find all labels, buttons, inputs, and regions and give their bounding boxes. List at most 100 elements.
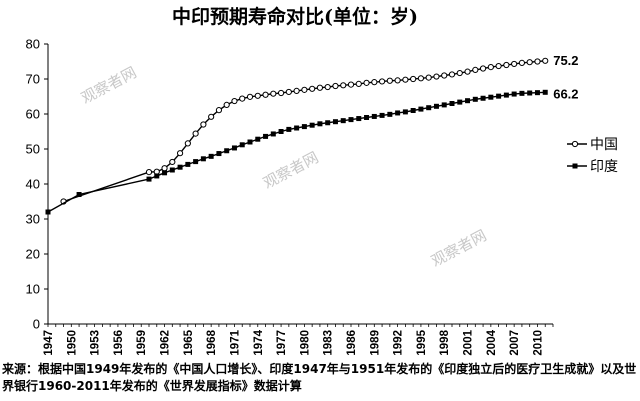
- x-tick-label: 1962: [160, 330, 172, 356]
- data-point: [402, 109, 408, 115]
- data-point: [169, 167, 175, 173]
- data-point: [254, 92, 261, 99]
- data-point: [395, 110, 401, 116]
- data-point: [317, 121, 323, 127]
- data-point: [519, 90, 525, 96]
- data-point: [324, 83, 331, 91]
- x-tick-label: 1989: [369, 330, 381, 356]
- y-tick-label: 70: [26, 72, 40, 87]
- series-layer: 75.2 66.2: [45, 53, 579, 215]
- x-tick-label: 2007: [509, 330, 521, 356]
- data-point: [263, 133, 269, 139]
- data-point: [472, 96, 478, 102]
- x-tick-label: 2001: [463, 329, 475, 355]
- data-point: [480, 95, 486, 101]
- data-point: [332, 82, 339, 90]
- data-point: [356, 116, 362, 122]
- data-point: [371, 113, 377, 119]
- data-point: [503, 92, 509, 98]
- data-point: [200, 156, 206, 162]
- data-point: [223, 101, 230, 109]
- data-point: [542, 89, 548, 95]
- x-tick-label: 1992: [393, 330, 405, 356]
- legend-label: 中国: [590, 137, 618, 153]
- x-tick-label: 1995: [416, 329, 428, 355]
- data-point: [527, 90, 533, 96]
- data-point: [215, 107, 223, 114]
- data-point: [457, 99, 463, 105]
- data-point: [496, 93, 502, 99]
- x-tick-label: 1980: [299, 330, 311, 356]
- data-point: [294, 125, 300, 131]
- x-tick-label: 1965: [183, 329, 195, 355]
- data-point: [224, 148, 230, 154]
- data-point: [433, 73, 440, 80]
- series-india: 66.2: [45, 86, 579, 215]
- legend-marker: [571, 140, 579, 148]
- x-tick-label: 1968: [206, 329, 218, 355]
- data-point: [316, 84, 324, 91]
- y-tick-label: 40: [26, 177, 40, 192]
- data-point: [262, 91, 269, 98]
- data-point: [246, 93, 254, 100]
- x-tick-label: 1947: [43, 330, 55, 356]
- data-point: [247, 139, 253, 145]
- data-point: [449, 101, 455, 106]
- series-line: [47, 91, 546, 213]
- data-point: [441, 72, 448, 79]
- data-point: [425, 74, 432, 81]
- end-value-label: 75.2: [553, 53, 578, 68]
- data-point: [340, 82, 347, 89]
- y-tick-label: 50: [26, 142, 40, 157]
- data-point: [348, 117, 354, 123]
- data-point: [200, 121, 207, 128]
- data-point: [301, 124, 307, 130]
- data-point: [277, 89, 285, 97]
- y-tick-label: 60: [26, 107, 40, 122]
- x-tick-label: 1986: [346, 330, 358, 356]
- data-point: [433, 103, 439, 109]
- data-point: [534, 58, 541, 65]
- data-point: [503, 61, 510, 69]
- data-point: [534, 90, 540, 96]
- source-note: 来源：根据中国1949年发布的《中国人口增长》、印度1947年与1951年发布的…: [2, 362, 637, 393]
- data-point: [379, 112, 385, 118]
- data-point: [426, 105, 432, 111]
- data-point: [363, 79, 370, 86]
- data-point: [487, 64, 494, 71]
- data-point: [364, 115, 370, 120]
- data-point: [394, 77, 401, 84]
- data-point: [511, 60, 518, 68]
- x-axis-ticks: 1947 1950 1953 1956 1959 1962 1965 1968 1971 1974…: [43, 324, 554, 356]
- data-point: [154, 173, 160, 179]
- life-expectancy-chart: 中印预期寿命对比(单位：岁) 观察者网 观察者网 观察者网 0 10 20 30 40 5…: [26, 5, 618, 356]
- data-point: [231, 97, 238, 105]
- y-tick-label: 10: [26, 282, 40, 297]
- data-point: [371, 79, 378, 86]
- data-point: [286, 126, 292, 132]
- x-tick-label: 2004: [486, 329, 498, 355]
- data-point: [464, 68, 471, 75]
- watermark: 观察者网: [428, 226, 489, 270]
- y-axis-ticks: 0 10 20 30 40 50 60 70 80: [26, 37, 48, 332]
- data-point: [387, 111, 393, 117]
- data-point: [448, 71, 456, 78]
- data-point: [285, 88, 292, 96]
- data-point: [76, 192, 82, 197]
- data-point: [169, 158, 176, 166]
- data-point: [479, 65, 487, 72]
- data-point: [301, 86, 308, 93]
- data-point: [270, 90, 277, 97]
- x-tick-label: 1977: [276, 330, 288, 356]
- data-point: [355, 80, 362, 88]
- data-point: [309, 122, 315, 128]
- data-point: [488, 94, 494, 100]
- x-tick-label: 1998: [439, 329, 451, 355]
- data-point: [293, 87, 300, 95]
- data-point: [193, 159, 199, 165]
- data-point: [208, 113, 215, 120]
- data-point: [176, 150, 184, 157]
- data-point: [542, 57, 549, 64]
- data-point: [526, 59, 533, 66]
